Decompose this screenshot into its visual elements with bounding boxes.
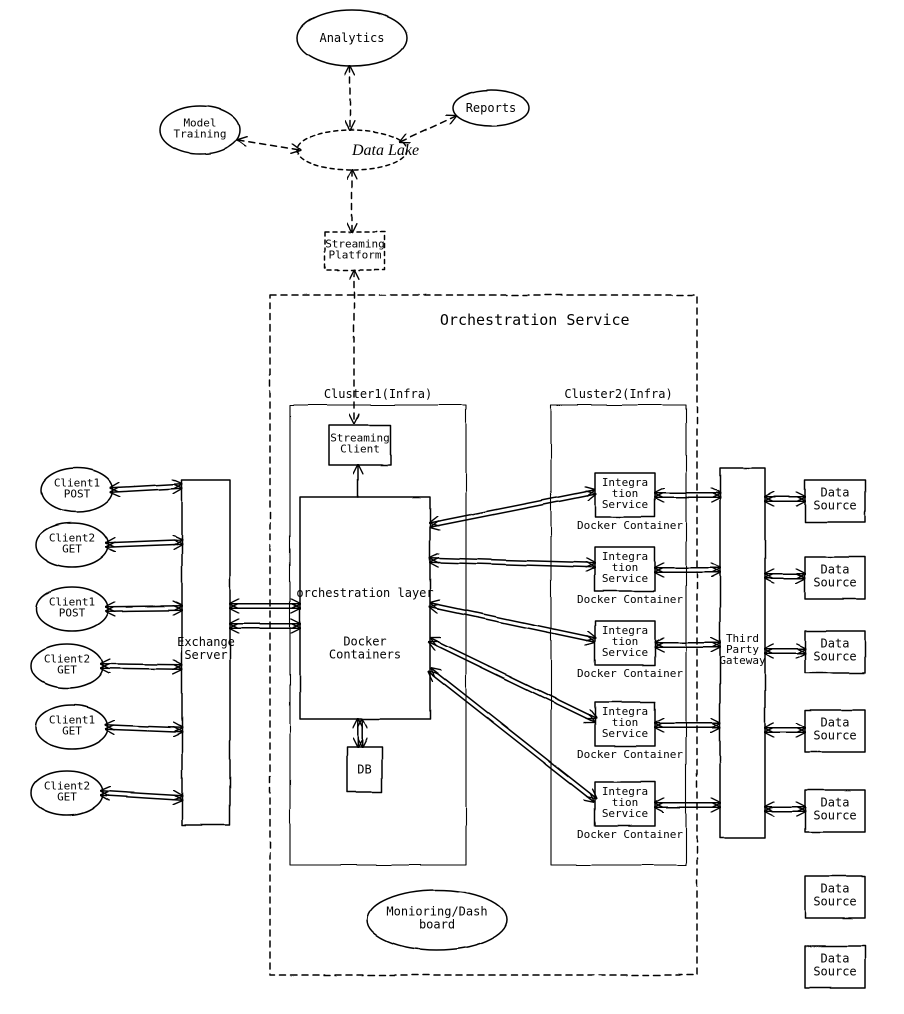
data-source-0: DataSource xyxy=(813,486,856,513)
docker-container-caption-3: Docker Container xyxy=(577,748,683,761)
model-training-node: ModelTraining xyxy=(174,117,227,141)
integration-service-3: IntegrationService xyxy=(602,705,648,740)
orchestration-title: Orchestration Service xyxy=(440,311,630,329)
docker-containers-label: DockerContainers xyxy=(329,635,401,662)
integration-service-4: IntegrationService xyxy=(602,785,648,820)
client-node-3: Client2GET xyxy=(44,653,90,677)
db-node: DB xyxy=(357,763,371,777)
data-source-1: DataSource xyxy=(813,563,856,590)
integration-service-0: IntegrationService xyxy=(602,476,648,511)
exchange-server-node: ExchangeServer xyxy=(177,635,235,662)
integration-service-2: IntegrationService xyxy=(602,624,648,659)
client-node-5: Client2GET xyxy=(44,780,90,804)
data-source-4: DataSource xyxy=(813,796,856,823)
docker-container-caption-0: Docker Container xyxy=(577,519,683,532)
third-party-gateway: ThirdPartyGateway xyxy=(719,632,766,667)
streaming-client-node: StreamingClient xyxy=(330,432,390,456)
data-source-3: DataSource xyxy=(813,716,856,743)
docker-container-caption-4: Docker Container xyxy=(577,828,683,841)
streaming-platform-node: StreamingPlatform xyxy=(325,238,385,262)
docker-container-caption-2: Docker Container xyxy=(577,667,683,680)
client-node-4: Client1GET xyxy=(49,714,95,738)
architecture-diagram: Analytics ModelTraining Reports Data Lake St… xyxy=(0,0,904,1014)
data-source-6: DataSource xyxy=(813,952,856,979)
orch-layer-label: orchestration layer xyxy=(296,586,433,600)
data-source-2: DataSource xyxy=(813,637,856,664)
client-node-0: Client1POST xyxy=(54,477,100,501)
reports-node: Reports xyxy=(466,101,517,115)
data-lake-node: Data Lake xyxy=(351,142,419,159)
docker-container-caption-1: Docker Container xyxy=(577,593,683,606)
client-node-2: Client1POST xyxy=(49,596,95,620)
data-source-5: DataSource xyxy=(813,882,856,909)
cluster1-label: Cluster1(Infra) xyxy=(324,387,432,401)
integration-service-1: IntegrationService xyxy=(602,550,648,585)
monitoring-node: Monioring/Dashboard xyxy=(386,905,487,932)
client-node-1: Client2GET xyxy=(49,532,95,556)
analytics-node: Analytics xyxy=(319,31,384,45)
cluster2-label: Cluster2(Infra) xyxy=(564,387,672,401)
